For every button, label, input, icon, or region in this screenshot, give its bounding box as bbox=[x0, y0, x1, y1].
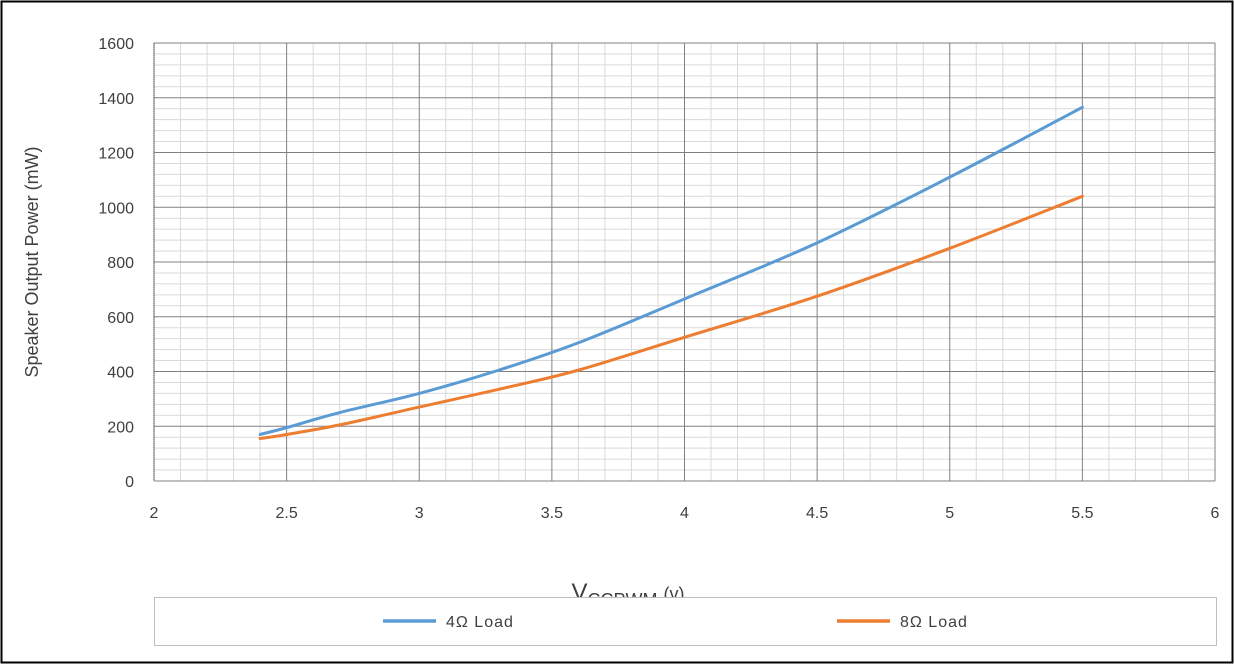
x-tick-label: 3 bbox=[415, 505, 424, 522]
major-gridlines bbox=[153, 42, 1216, 482]
x-tick-labels: 2 2.5 3 3.5 4 4.5 5 5.5 6 bbox=[150, 505, 1220, 522]
x-tick-label: 2 bbox=[150, 505, 159, 522]
y-tick-label: 1400 bbox=[98, 91, 134, 108]
x-tick-label: 2.5 bbox=[276, 505, 298, 522]
legend-box bbox=[154, 597, 1217, 646]
y-axis-title: Speaker Output Power (mW) bbox=[22, 146, 42, 377]
legend-label-8ohm: 8Ω Load bbox=[900, 614, 968, 631]
x-tick-label: 6 bbox=[1211, 505, 1220, 522]
y-tick-label: 600 bbox=[107, 310, 134, 327]
x-tick-label: 5 bbox=[945, 505, 954, 522]
y-tick-label: 1600 bbox=[98, 36, 134, 53]
x-tick-label: 3.5 bbox=[541, 505, 563, 522]
x-tick-label: 5.5 bbox=[1071, 505, 1093, 522]
y-tick-labels: 0 200 400 600 800 1000 1200 1400 1600 bbox=[98, 36, 134, 491]
legend-label-4ohm: 4Ω Load bbox=[446, 614, 514, 631]
x-tick-label: 4 bbox=[680, 505, 689, 522]
y-tick-label: 1000 bbox=[98, 200, 134, 217]
legend: 4Ω Load 8Ω Load bbox=[154, 597, 1217, 646]
x-tick-label: 4.5 bbox=[806, 505, 828, 522]
y-tick-label: 800 bbox=[107, 255, 134, 272]
y-tick-label: 0 bbox=[125, 474, 134, 491]
y-tick-label: 200 bbox=[107, 419, 134, 436]
series-line-4ohm bbox=[258, 105, 1084, 436]
series-layer bbox=[258, 105, 1084, 441]
y-tick-label: 1200 bbox=[98, 146, 134, 163]
y-tick-label: 400 bbox=[107, 365, 134, 382]
series-line-8ohm bbox=[258, 194, 1084, 441]
